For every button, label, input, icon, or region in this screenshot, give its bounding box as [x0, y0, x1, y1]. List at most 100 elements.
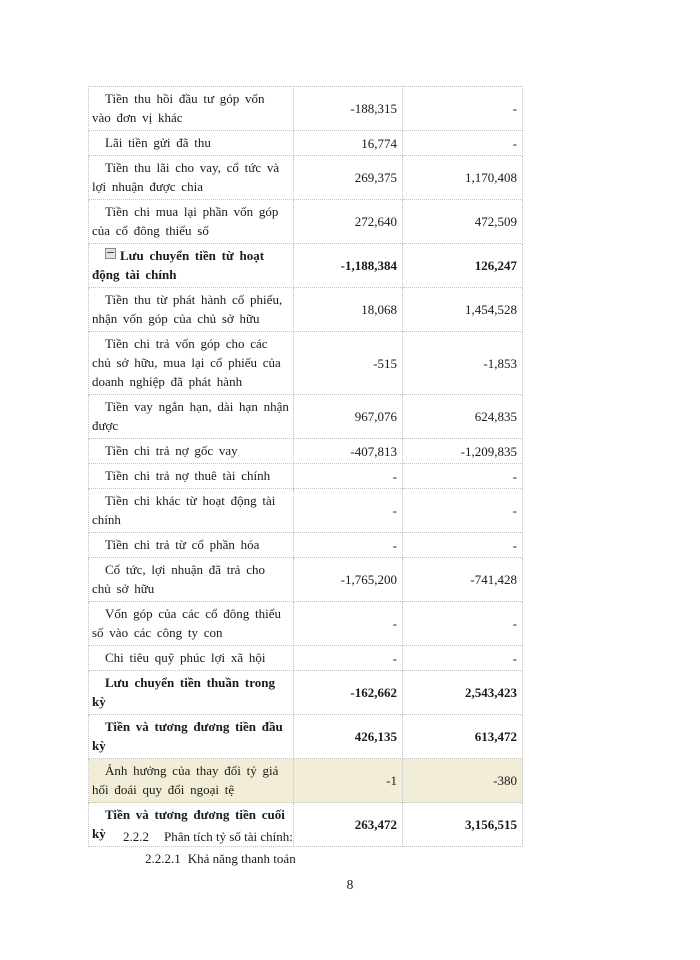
row-label-text: Tiền và tương đương tiền đầu kỳ: [92, 719, 283, 753]
row-label-cell: Lãi tiền gửi đã thu: [88, 130, 294, 156]
row-label-cell: Tiền chi trả từ cổ phần hóa: [88, 532, 294, 558]
table-row: Tiền chi trả vốn góp cho các chủ sở hữu,…: [88, 331, 523, 395]
row-value-current-period: -162,662: [293, 670, 403, 715]
row-value-prior-period: 472,509: [402, 199, 523, 244]
row-value-current-period: 269,375: [293, 155, 403, 200]
row-label-cell: Lưu chuyển tiền từ hoạt động tài chính: [88, 243, 294, 288]
row-value-prior-period: -: [402, 130, 523, 156]
row-label-cell: Tiền chi trả vốn góp cho các chủ sở hữu,…: [88, 331, 294, 395]
table-row: Vốn góp của các cổ đông thiểu số vào các…: [88, 601, 523, 646]
row-label-cell: Tiền chi khác từ hoạt động tài chính: [88, 488, 294, 533]
table-row: Tiền chi trả nợ thuê tài chính - -: [88, 463, 523, 489]
row-value-prior-period: -: [402, 645, 523, 671]
row-value-prior-period: -: [402, 86, 523, 131]
section-heading: 2.2.2 Phân tích tỷ số tài chính:: [123, 829, 293, 845]
subsection-title: Khả năng thanh toán: [187, 851, 296, 866]
table-row: Tiền chi trả nợ gốc vay -407,813 -1,209,…: [88, 438, 523, 464]
row-value-current-period: -: [293, 645, 403, 671]
row-value-current-period: -515: [293, 331, 403, 395]
row-label-text: Tiền vay ngắn hạn, dài hạn nhận được: [92, 399, 289, 433]
table-row: Tiền thu lãi cho vay, cổ tức và lợi nhuậ…: [88, 155, 523, 200]
page-number: 8: [346, 877, 354, 892]
row-value-prior-period: 2,543,423: [402, 670, 523, 715]
row-value-prior-period: -1,209,835: [402, 438, 523, 464]
row-label-cell: Chi tiêu quỹ phúc lợi xã hội: [88, 645, 294, 671]
row-label-text: Cổ tức, lợi nhuận đã trả cho chủ sở hữu: [92, 562, 265, 596]
row-value-prior-period: -: [402, 601, 523, 646]
row-label-text: Tiền thu từ phát hành cổ phiếu, nhận vốn…: [92, 292, 283, 326]
row-label-cell: Tiền thu từ phát hành cổ phiếu, nhận vốn…: [88, 287, 294, 332]
section-number: 2.2.2: [123, 829, 149, 844]
row-value-current-period: 263,472: [293, 802, 403, 847]
row-label-text: Chi tiêu quỹ phúc lợi xã hội: [105, 650, 266, 665]
row-label-text: Tiền chi trả nợ thuê tài chính: [105, 468, 271, 483]
row-label-text: Lưu chuyển tiền thuần trong kỳ: [92, 675, 275, 709]
table-row: Ảnh hưởng của thay đổi tỷ giá hối đoái q…: [88, 758, 523, 803]
row-label-cell: Cổ tức, lợi nhuận đã trả cho chủ sở hữu: [88, 557, 294, 602]
collapse-minus-icon: [105, 248, 116, 259]
table-row: Tiền và tương đương tiền đầu kỳ 426,135 …: [88, 714, 523, 759]
row-label-text: Lưu chuyển tiền từ hoạt động tài chính: [92, 248, 265, 282]
row-value-current-period: -: [293, 463, 403, 489]
row-value-prior-period: 613,472: [402, 714, 523, 759]
row-value-prior-period: 3,156,515: [402, 802, 523, 847]
row-value-current-period: 272,640: [293, 199, 403, 244]
row-value-current-period: 18,068: [293, 287, 403, 332]
subsection-number: 2.2.2.1: [145, 851, 181, 866]
row-label-cell: Tiền vay ngắn hạn, dài hạn nhận được: [88, 394, 294, 439]
row-value-prior-period: -741,428: [402, 557, 523, 602]
table-row: Lưu chuyển tiền từ hoạt động tài chính -…: [88, 243, 523, 288]
row-value-prior-period: 624,835: [402, 394, 523, 439]
row-label-text: Tiền chi trả nợ gốc vay: [105, 443, 238, 458]
row-value-prior-period: -1,853: [402, 331, 523, 395]
row-value-prior-period: -: [402, 532, 523, 558]
row-label-cell: Tiền và tương đương tiền đầu kỳ: [88, 714, 294, 759]
row-value-current-period: -: [293, 488, 403, 533]
row-label-text: Tiền chi khác từ hoạt động tài chính: [92, 493, 276, 527]
table-row: Chi tiêu quỹ phúc lợi xã hội - -: [88, 645, 523, 671]
row-label-text: Tiền thu hồi đầu tư góp vốn vào đơn vị k…: [92, 91, 265, 125]
row-value-prior-period: -: [402, 463, 523, 489]
row-value-current-period: 16,774: [293, 130, 403, 156]
row-label-cell: Tiền và tương đương tiền cuối kỳ: [88, 802, 294, 847]
row-value-current-period: -1,765,200: [293, 557, 403, 602]
table-row: Cổ tức, lợi nhuận đã trả cho chủ sở hữu …: [88, 557, 523, 602]
row-value-prior-period: 1,170,408: [402, 155, 523, 200]
row-value-current-period: -1: [293, 758, 403, 803]
table-row: Lãi tiền gửi đã thu 16,774 -: [88, 130, 523, 156]
row-value-prior-period: -380: [402, 758, 523, 803]
section-title: Phân tích tỷ số tài chính:: [164, 829, 293, 844]
row-label-cell: Tiền thu hồi đầu tư góp vốn vào đơn vị k…: [88, 86, 294, 131]
row-label-text: Tiền chi trả vốn góp cho các chủ sở hữu,…: [92, 336, 281, 389]
row-label-cell: Tiền chi mua lại phần vốn góp của cổ đôn…: [88, 199, 294, 244]
row-label-text: Tiền chi mua lại phần vốn góp của cổ đôn…: [92, 204, 279, 238]
row-label-text: Vốn góp của các cổ đông thiểu số vào các…: [92, 606, 282, 640]
row-label-cell: Tiền chi trả nợ thuê tài chính: [88, 463, 294, 489]
row-value-current-period: 967,076: [293, 394, 403, 439]
row-value-prior-period: -: [402, 488, 523, 533]
row-label-cell: Ảnh hưởng của thay đổi tỷ giá hối đoái q…: [88, 758, 294, 803]
table-row: Tiền và tương đương tiền cuối kỳ 263,472…: [88, 802, 523, 847]
row-value-current-period: 426,135: [293, 714, 403, 759]
row-label-cell: Tiền chi trả nợ gốc vay: [88, 438, 294, 464]
cash-flow-table-body: Tiền thu hồi đầu tư góp vốn vào đơn vị k…: [88, 86, 523, 847]
row-label-text: Tiền thu lãi cho vay, cổ tức và lợi nhuậ…: [92, 160, 280, 194]
row-label-text: Lãi tiền gửi đã thu: [105, 135, 211, 150]
subsection-heading: 2.2.2.1 Khả năng thanh toán: [145, 851, 296, 867]
table-row: Tiền chi khác từ hoạt động tài chính - -: [88, 488, 523, 533]
table-row: Tiền chi mua lại phần vốn góp của cổ đôn…: [88, 199, 523, 244]
row-label-text: Ảnh hưởng của thay đổi tỷ giá hối đoái q…: [92, 763, 279, 797]
row-label-text: Tiền và tương đương tiền cuối kỳ: [92, 807, 285, 841]
table-row: Tiền thu từ phát hành cổ phiếu, nhận vốn…: [88, 287, 523, 332]
row-value-prior-period: 1,454,528: [402, 287, 523, 332]
table-row: Tiền thu hồi đầu tư góp vốn vào đơn vị k…: [88, 86, 523, 131]
cash-flow-table: Tiền thu hồi đầu tư góp vốn vào đơn vị k…: [88, 86, 523, 847]
row-label-cell: Tiền thu lãi cho vay, cổ tức và lợi nhuậ…: [88, 155, 294, 200]
row-value-current-period: -: [293, 532, 403, 558]
row-value-current-period: -: [293, 601, 403, 646]
row-value-prior-period: 126,247: [402, 243, 523, 288]
table-row: Tiền vay ngắn hạn, dài hạn nhận được 967…: [88, 394, 523, 439]
row-value-current-period: -407,813: [293, 438, 403, 464]
row-value-current-period: -1,188,384: [293, 243, 403, 288]
